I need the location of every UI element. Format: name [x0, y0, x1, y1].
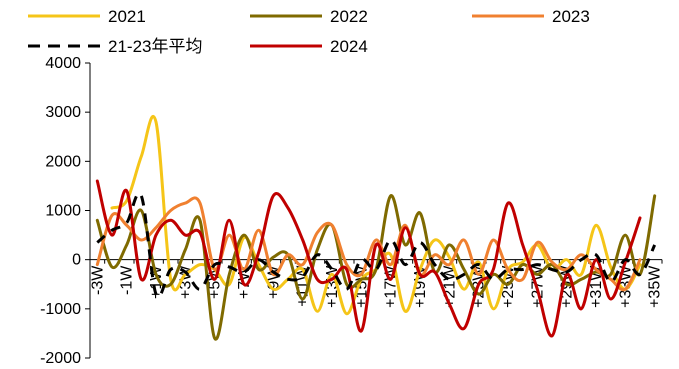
legend-label: 2022 — [330, 7, 368, 26]
y-tick-label: 4000 — [45, 55, 81, 72]
y-tick-label: 2000 — [45, 153, 81, 170]
x-tick-label: +29W — [559, 265, 576, 308]
legend-item-4: 2024 — [250, 37, 368, 56]
legend-label: 2023 — [552, 7, 590, 26]
series-line-3 — [96, 191, 657, 299]
legend-label: 2021 — [108, 7, 146, 26]
x-tick-label: +31W — [588, 265, 605, 308]
x-tick-label: +35W — [647, 265, 664, 308]
series-group — [95, 115, 657, 341]
y-tick-label: 0 — [72, 252, 81, 269]
legend-item-3: 21-23年平均 — [28, 37, 202, 56]
series-line-2 — [95, 196, 642, 292]
y-tick-label: 1000 — [45, 203, 81, 220]
y-tick-label: 3000 — [45, 104, 81, 121]
legend-item-0: 2021 — [28, 7, 146, 26]
legend-item-1: 2022 — [250, 7, 368, 26]
x-tick-label: +3W — [177, 265, 194, 299]
legend-item-2: 2023 — [472, 7, 590, 26]
legend-label: 21-23年平均 — [108, 37, 202, 56]
y-tick-label: -1000 — [40, 301, 81, 318]
series-line-4 — [95, 179, 642, 338]
y-tick-label: -2000 — [40, 350, 81, 367]
x-tick-label: -1W — [119, 265, 136, 295]
x-tick-label: -3W — [89, 265, 106, 295]
legend: 2021 2022 2023 21-23年平均 2024 — [28, 7, 590, 56]
legend-label: 2024 — [330, 37, 368, 56]
